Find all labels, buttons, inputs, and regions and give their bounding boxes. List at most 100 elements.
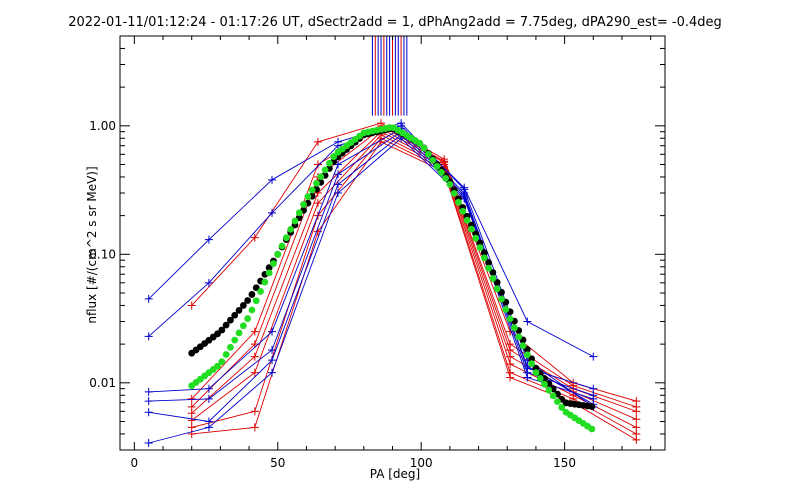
y-tick-label: 1.00 bbox=[89, 119, 116, 133]
fit-dot bbox=[304, 193, 312, 201]
fit-dot bbox=[227, 343, 234, 351]
fit-dot bbox=[519, 342, 527, 350]
data-point-blue-5 bbox=[523, 373, 532, 382]
data-point-red-5 bbox=[187, 416, 196, 425]
fit-dot bbox=[511, 324, 518, 332]
fit-dot bbox=[493, 285, 501, 293]
fit-dot bbox=[239, 302, 247, 309]
fit-dot bbox=[532, 369, 540, 377]
fit-dot bbox=[227, 316, 234, 324]
series-line-red-5 bbox=[191, 134, 637, 428]
fit-dot bbox=[480, 249, 488, 257]
fit-dot bbox=[325, 159, 333, 167]
fit-dot bbox=[321, 166, 329, 174]
data-point-blue-4 bbox=[144, 397, 153, 406]
data-point-red-4 bbox=[187, 409, 196, 418]
data-point-red-4 bbox=[632, 415, 641, 424]
fit-dot bbox=[489, 269, 497, 276]
fit-dot bbox=[433, 162, 441, 170]
fit-dot bbox=[231, 336, 239, 344]
series-line-red-3 bbox=[191, 128, 637, 412]
fit-dot bbox=[308, 186, 316, 194]
data-point-red-1 bbox=[250, 233, 259, 242]
data-point-red-7 bbox=[506, 373, 515, 382]
fit-dot bbox=[429, 156, 437, 164]
fit-dot bbox=[261, 278, 269, 286]
data-point-blue-6 bbox=[334, 189, 342, 198]
fit-dot bbox=[295, 209, 303, 217]
series-line-red-1 bbox=[191, 122, 637, 402]
data-point-red-1 bbox=[313, 137, 322, 146]
fit-dot bbox=[528, 355, 536, 363]
data-point-blue-2 bbox=[523, 317, 532, 326]
x-axis-label: PA [deg] bbox=[370, 467, 420, 481]
data-point-red-7 bbox=[632, 435, 641, 444]
y-tick-label: 0.10 bbox=[89, 247, 116, 261]
fit-dot bbox=[489, 275, 497, 282]
fit-dot bbox=[554, 398, 561, 406]
y-axis-label: nflux [#/(cm^2 s sr MeV)] bbox=[85, 166, 99, 323]
fit-dot bbox=[480, 254, 488, 262]
fit-dot bbox=[523, 351, 531, 359]
fit-dot bbox=[235, 329, 243, 337]
chart-title: 2022-01-11/01:12:24 - 01:17:26 UT, dSect… bbox=[68, 15, 722, 30]
fit-dot bbox=[265, 264, 273, 272]
fit-dot bbox=[588, 425, 596, 433]
fit-dot bbox=[541, 380, 548, 388]
axes: 0 50 100 150 0.01 0.10 1.00 bbox=[89, 35, 665, 470]
data-point-blue-5 bbox=[268, 356, 277, 365]
fit-dot bbox=[515, 333, 523, 341]
data-point-blue-6 bbox=[204, 423, 213, 432]
fit-dot bbox=[222, 321, 230, 329]
data-point-red-4 bbox=[250, 352, 259, 361]
data-point-blue-3 bbox=[144, 387, 153, 396]
series-line-blue-4 bbox=[148, 131, 594, 402]
fit-dot bbox=[222, 351, 230, 358]
fit-dot bbox=[558, 404, 566, 411]
fit-dot bbox=[257, 288, 264, 295]
fit-dot bbox=[330, 153, 338, 160]
fit-dot bbox=[313, 179, 320, 187]
data-point-blue-5 bbox=[144, 408, 153, 417]
data-point-blue-3 bbox=[204, 384, 213, 393]
fit-dot bbox=[455, 198, 462, 206]
fit-dot bbox=[536, 375, 544, 382]
fit-dot bbox=[291, 217, 299, 225]
data-point-blue-1 bbox=[204, 235, 213, 244]
fit-dot bbox=[282, 234, 290, 242]
fit-dot bbox=[528, 360, 536, 368]
fit-dot bbox=[506, 315, 514, 323]
fit-dot bbox=[476, 244, 484, 251]
fit-dot bbox=[416, 139, 424, 147]
data-point-blue-6 bbox=[268, 368, 277, 377]
fit-dot bbox=[218, 326, 226, 334]
fit-dot bbox=[244, 315, 252, 322]
peak-vertical-lines bbox=[371, 36, 408, 116]
data-point-red-5 bbox=[313, 199, 322, 208]
fit-dot bbox=[467, 225, 475, 233]
fit-dot bbox=[274, 250, 282, 258]
fit-dot bbox=[424, 150, 432, 158]
fit-dot bbox=[485, 259, 492, 267]
blue-series-group bbox=[144, 119, 598, 448]
fit-dot bbox=[248, 291, 256, 298]
fit-dot bbox=[463, 216, 471, 224]
fit-dot bbox=[502, 306, 510, 313]
fit-dot bbox=[265, 269, 273, 277]
fit-dot bbox=[498, 295, 505, 303]
data-point-red-3 bbox=[632, 407, 641, 416]
fit-dot bbox=[278, 242, 286, 250]
data-point-red-2 bbox=[250, 327, 259, 336]
data-point-blue-2 bbox=[268, 208, 277, 217]
data-point-red-5 bbox=[250, 368, 259, 377]
data-point-blue-6 bbox=[144, 439, 153, 448]
data-point-red-7 bbox=[187, 429, 196, 438]
fit-dot bbox=[420, 144, 428, 152]
fit-dot bbox=[235, 306, 243, 314]
fit-dot bbox=[239, 322, 247, 330]
series-line-blue-5 bbox=[148, 134, 594, 422]
fit-dot bbox=[214, 362, 221, 370]
fit-dot bbox=[450, 189, 458, 197]
x-tick-label: 100 bbox=[410, 456, 433, 470]
x-tick-label: 0 bbox=[131, 456, 139, 470]
